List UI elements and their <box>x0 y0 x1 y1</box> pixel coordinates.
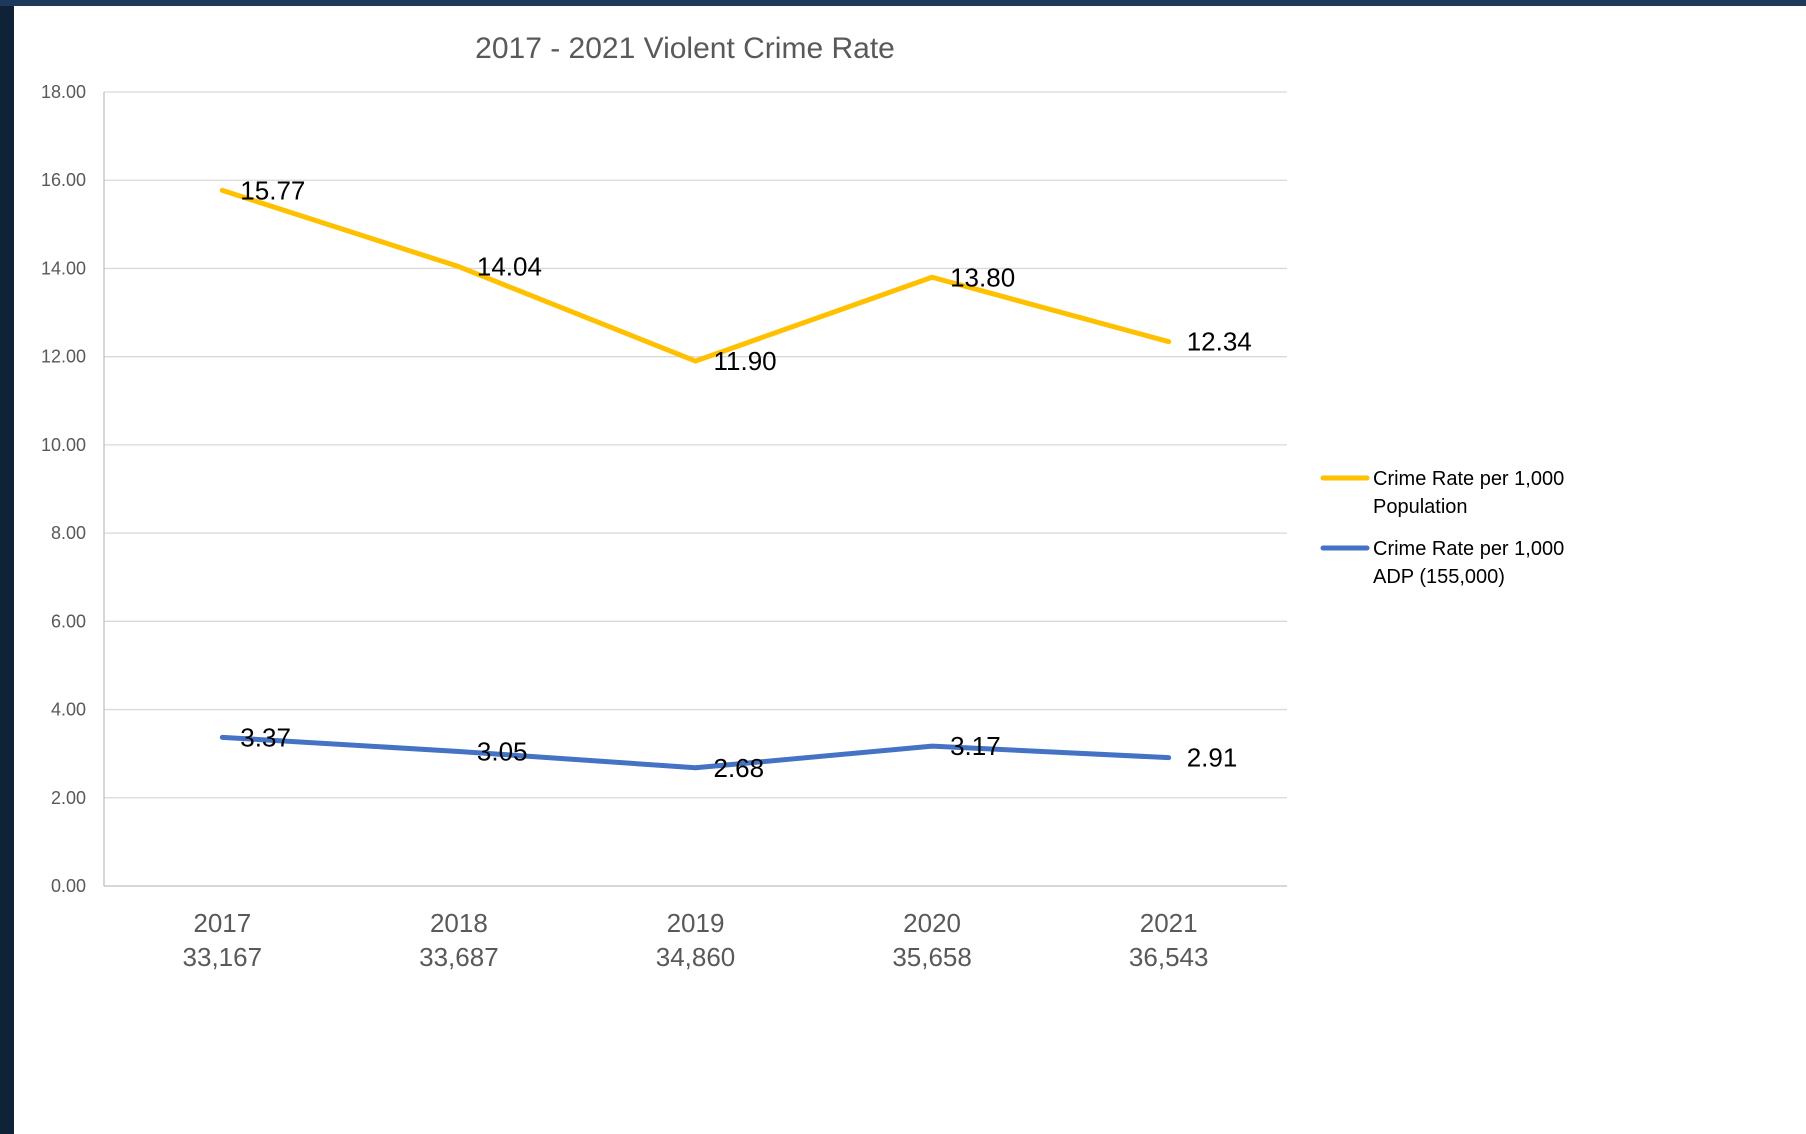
data-point <box>931 745 933 747</box>
line-chart: 2017 - 2021 Violent Crime Rate 0.00 2.00 4… <box>41 32 1564 972</box>
data-label: 3.17 <box>950 731 1001 761</box>
data-label: 13.80 <box>950 262 1015 292</box>
data-label: 15.77 <box>240 175 305 205</box>
y-tick-label: 18.00 <box>41 82 86 102</box>
data-point <box>1168 341 1170 343</box>
legend-label: Crime Rate per 1,000 <box>1373 468 1564 490</box>
series <box>219 187 1172 771</box>
legend-label: Population <box>1373 496 1468 518</box>
data-label: 3.37 <box>240 722 291 752</box>
y-tick-label: 10.00 <box>41 435 86 455</box>
x-tick-year: 2020 <box>903 908 961 938</box>
x-tick-year: 2019 <box>667 908 725 938</box>
y-tick-label: 4.00 <box>51 700 86 720</box>
series-line-1 <box>219 187 1172 364</box>
data-point <box>1168 757 1170 759</box>
x-tick-population: 33,687 <box>419 942 499 972</box>
chart-panel: 2017 - 2021 Violent Crime Rate 0.00 2.00 4… <box>14 6 1806 1134</box>
data-label: 2.91 <box>1187 743 1238 773</box>
data-labels: 15.77 14.04 11.90 13.80 12.34 3.37 3.05 2.68 3.1… <box>240 175 1251 782</box>
legend: Crime Rate per 1,000 Population Crime Rate… <box>1320 468 1564 588</box>
x-tick-year: 2017 <box>193 908 251 938</box>
data-label: 11.90 <box>714 346 777 376</box>
chart-title: 2017 - 2021 Violent Crime Rate <box>475 32 895 65</box>
series-line-2 <box>219 734 1172 771</box>
axes: 0.00 2.00 4.00 6.00 8.00 10.00 12.00 14.00 16.00… <box>41 82 1287 972</box>
legend-label: ADP (155,000) <box>1373 566 1505 588</box>
x-tick-population: 36,543 <box>1129 942 1209 972</box>
x-tick-population: 33,167 <box>183 942 263 972</box>
data-point <box>931 276 933 278</box>
x-tick-year: 2018 <box>430 908 488 938</box>
data-label: 2.68 <box>714 753 765 783</box>
data-point <box>458 750 460 752</box>
gridlines <box>104 91 1287 799</box>
legend-label: Crime Rate per 1,000 <box>1373 538 1564 560</box>
y-tick-label: 2.00 <box>51 788 86 808</box>
data-point <box>695 360 696 362</box>
data-point <box>458 266 460 268</box>
x-tick-year: 2021 <box>1140 908 1198 938</box>
data-label: 12.34 <box>1187 327 1252 357</box>
y-tick-label: 12.00 <box>41 347 86 367</box>
x-tick-population: 35,658 <box>892 942 972 972</box>
data-label: 3.05 <box>477 736 528 766</box>
y-tick-label: 16.00 <box>41 170 86 190</box>
slide-top-accent <box>0 0 1806 6</box>
y-tick-label: 0.00 <box>51 876 86 896</box>
y-tick-label: 6.00 <box>51 611 86 631</box>
data-point <box>221 189 223 191</box>
data-point <box>221 736 223 738</box>
y-tick-label: 14.00 <box>41 258 86 278</box>
x-tick-population: 34,860 <box>656 942 736 972</box>
data-point <box>695 767 696 769</box>
data-label: 14.04 <box>477 252 542 282</box>
y-tick-label: 8.00 <box>51 523 86 543</box>
